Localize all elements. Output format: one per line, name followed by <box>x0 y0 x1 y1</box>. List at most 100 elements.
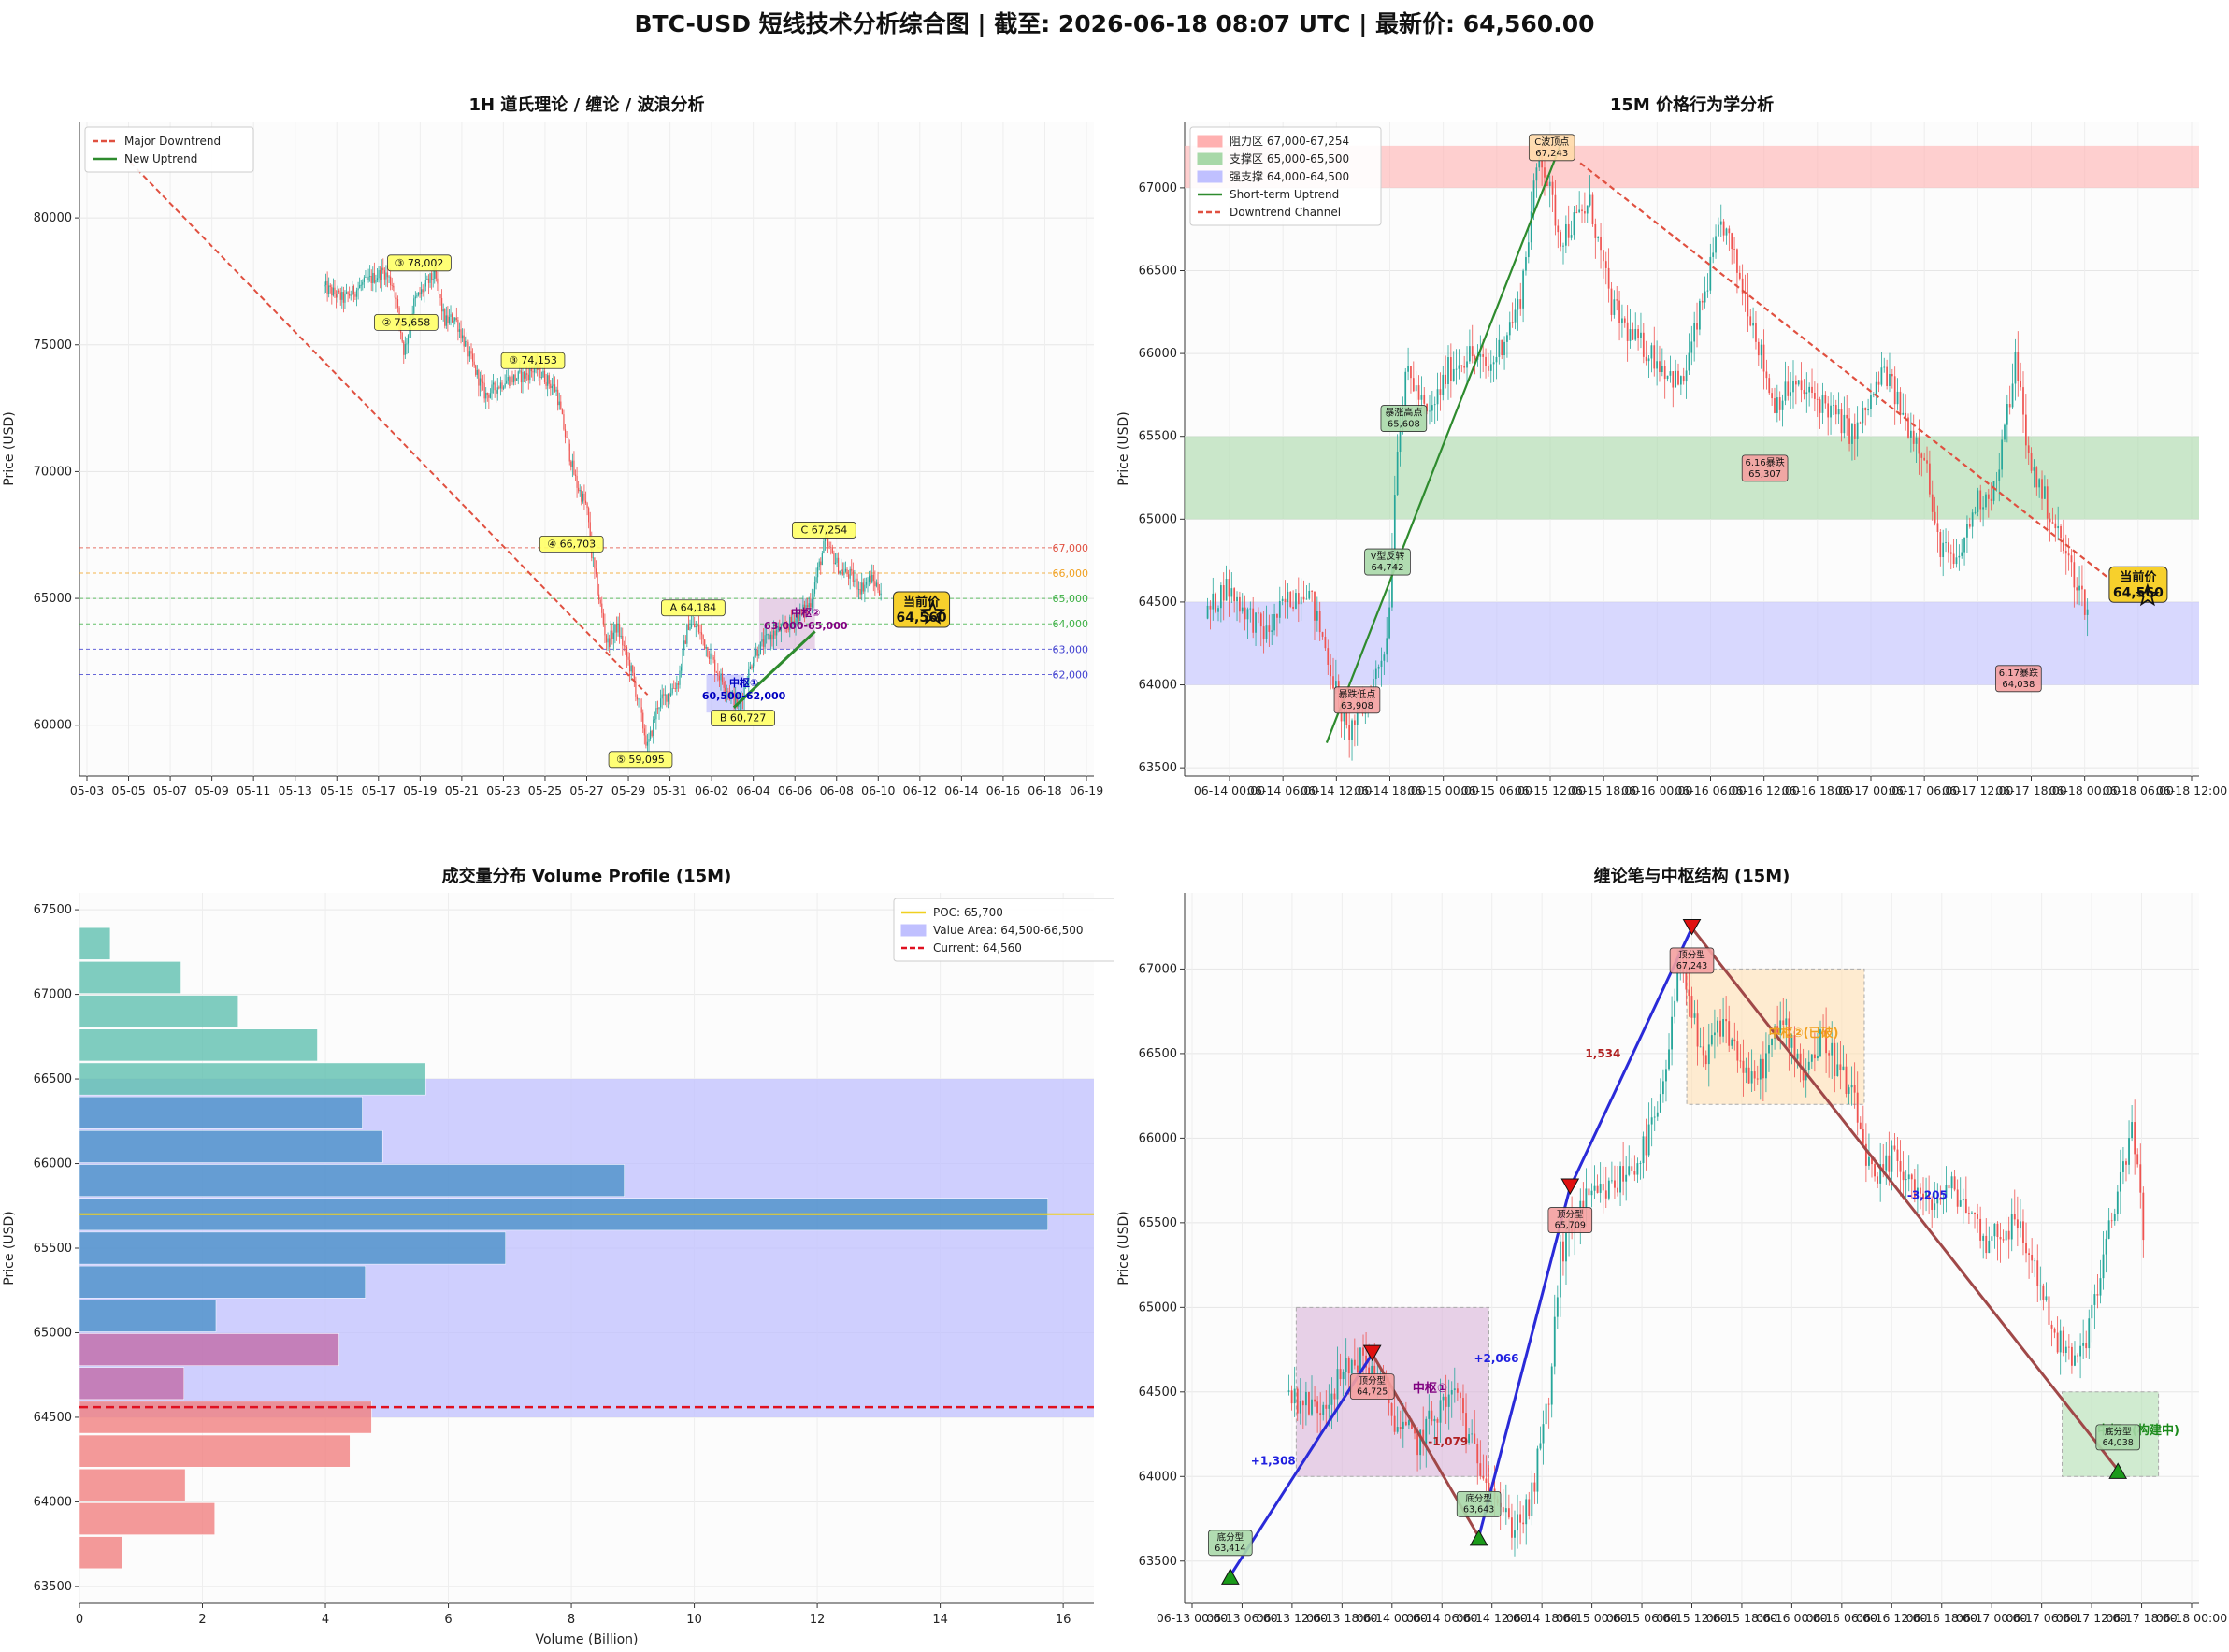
candle-body <box>2019 1221 2021 1229</box>
candle-body <box>1759 1058 1762 1080</box>
candle-body <box>461 335 464 339</box>
candle-body <box>1522 1522 1525 1525</box>
candle-body <box>1974 511 1977 513</box>
c3-x-tick-label: 06-13 06:00 <box>1206 1611 1277 1625</box>
candle-body <box>1616 299 1618 301</box>
candle-body <box>431 273 433 280</box>
candle-body <box>1701 300 1704 303</box>
candle-body <box>1837 409 1840 415</box>
candle-body <box>1990 498 1992 501</box>
candle-body <box>1934 1203 1936 1210</box>
level-label: 63,000 <box>1053 643 1089 655</box>
candle-body <box>1300 596 1302 605</box>
candle-body <box>790 616 792 622</box>
candle-body <box>656 708 659 710</box>
candle-body <box>599 599 601 604</box>
candle-body <box>576 475 578 488</box>
candle-body <box>1479 354 1482 357</box>
candle-body <box>1311 590 1313 592</box>
price-annotation-box <box>1995 665 2042 693</box>
candle-body <box>1902 1171 1905 1181</box>
candle-body <box>1824 395 1827 404</box>
c3-x-tick-label: 06-18 00:00 <box>2156 1611 2227 1625</box>
candle-body <box>1553 1316 1556 1367</box>
candle-body <box>2071 1346 2073 1366</box>
candle-body <box>1485 1478 1488 1484</box>
candle-body <box>2045 1296 2048 1300</box>
candle-body <box>666 694 668 702</box>
candle-body <box>1335 681 1337 689</box>
candle-body <box>1859 422 1862 424</box>
candle-body <box>595 568 597 574</box>
candle-body <box>2060 525 2062 539</box>
candle-body <box>1504 1508 1507 1513</box>
candle-body <box>1271 630 1273 632</box>
candle-body <box>1952 553 1955 565</box>
candle-body <box>2010 1214 2013 1240</box>
candle-body <box>539 365 541 378</box>
candle-body <box>1393 1415 1396 1432</box>
candle-body <box>1593 1185 1596 1191</box>
candle-body <box>2002 1239 2005 1241</box>
candle-body <box>1787 381 1790 396</box>
level-label: 67,000 <box>1053 542 1089 554</box>
candle-body <box>1650 1117 1653 1125</box>
candle-body <box>553 384 554 386</box>
candle-body <box>1321 632 1324 637</box>
volume-bar <box>79 1367 185 1401</box>
c1-legend-label: 支撑区 65,000-65,500 <box>1230 151 1349 165</box>
candle-body <box>630 665 632 672</box>
candle-body <box>1846 414 1848 419</box>
candle-body <box>1776 397 1778 413</box>
candle-body <box>1805 392 1808 395</box>
candle-body <box>485 392 487 399</box>
candle-body <box>1688 352 1690 371</box>
candle-body <box>1656 361 1658 369</box>
candle-body <box>1547 1403 1550 1405</box>
candle-body <box>2107 1220 2110 1239</box>
candle-body <box>1507 1508 1510 1518</box>
candle-body <box>736 696 738 708</box>
candle-body <box>1936 1198 1939 1204</box>
candle-body <box>1749 316 1752 326</box>
candle-body <box>620 635 622 638</box>
candle-body <box>396 299 399 308</box>
candle-body <box>1575 212 1578 213</box>
c0-x-tick-label: 05-21 <box>445 783 479 797</box>
chan-stroke <box>1229 1353 1373 1577</box>
candle-body <box>1562 1241 1564 1262</box>
c3-x-tick-label: 06-14 12:00 <box>1457 1611 1528 1625</box>
candle-body <box>1293 1388 1296 1404</box>
c3-x-tick-label: 06-17 12:00 <box>2056 1611 2127 1625</box>
candle-body <box>1755 323 1757 342</box>
candle-body <box>1966 524 1968 538</box>
candle-body <box>2110 1220 2113 1222</box>
candle-body <box>1674 1000 1676 1017</box>
candle-body <box>564 429 567 438</box>
candle-body <box>1525 257 1527 271</box>
candle-body <box>789 616 791 630</box>
candle-body <box>1445 1396 1447 1407</box>
trendline-downtrend-channel <box>1579 162 2119 587</box>
volume-bar <box>79 1231 506 1265</box>
candle-body <box>1653 345 1656 369</box>
candle-body <box>1450 1390 1453 1395</box>
candle-body <box>1659 1094 1661 1113</box>
candle-body <box>1765 371 1768 379</box>
candle-body <box>382 267 384 271</box>
candle-body <box>1610 288 1613 315</box>
candle-body <box>1788 1018 1790 1048</box>
candle-body <box>447 315 449 323</box>
candle-body <box>1690 996 1693 1018</box>
candle-body <box>1318 611 1321 633</box>
c3-x-tick-label: 06-14 18:00 <box>1506 1611 1577 1625</box>
candle-body <box>1677 370 1679 385</box>
candle-body <box>777 626 779 631</box>
price-annotation: C波顶点 <box>1534 136 1569 148</box>
c2-x-tick-label: 2 <box>198 1613 206 1627</box>
candle-body <box>1856 1092 1859 1123</box>
candle-body <box>1255 612 1257 633</box>
candle-body <box>453 321 454 323</box>
candle-body <box>1265 625 1268 639</box>
price-annotation: 67,243 <box>1535 149 1568 159</box>
